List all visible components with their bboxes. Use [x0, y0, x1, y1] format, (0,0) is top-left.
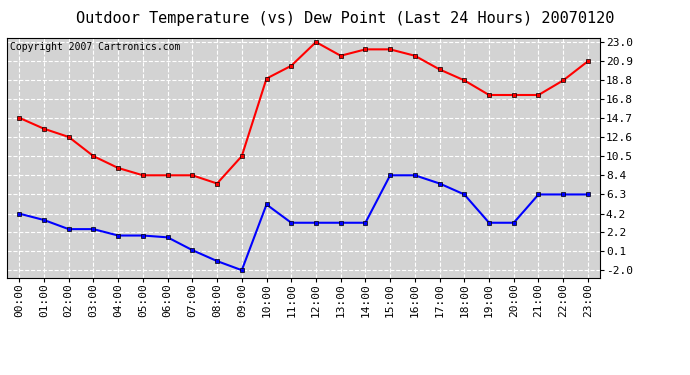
- Text: Copyright 2007 Cartronics.com: Copyright 2007 Cartronics.com: [10, 42, 180, 52]
- Text: Outdoor Temperature (vs) Dew Point (Last 24 Hours) 20070120: Outdoor Temperature (vs) Dew Point (Last…: [76, 11, 614, 26]
